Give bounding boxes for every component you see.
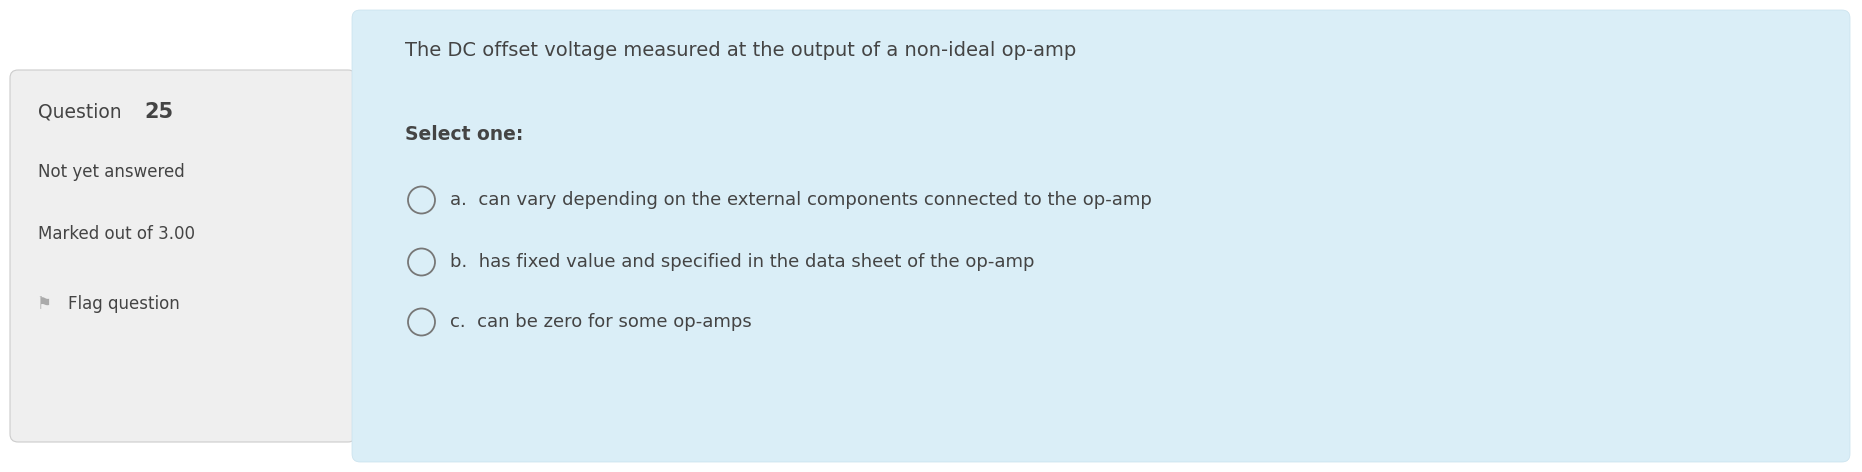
Text: The DC offset voltage measured at the output of a non-ideal op-amp: The DC offset voltage measured at the ou… (406, 41, 1076, 59)
Text: a.  can vary depending on the external components connected to the op-amp: a. can vary depending on the external co… (451, 191, 1153, 209)
Text: ⚑: ⚑ (35, 295, 50, 313)
Text: Not yet answered: Not yet answered (37, 163, 184, 181)
Text: Flag question: Flag question (69, 295, 181, 313)
FancyBboxPatch shape (352, 10, 1851, 462)
Text: Select one:: Select one: (406, 125, 523, 143)
FancyBboxPatch shape (9, 70, 356, 442)
Text: Marked out of 3.00: Marked out of 3.00 (37, 225, 196, 243)
Text: b.  has fixed value and specified in the data sheet of the op-amp: b. has fixed value and specified in the … (451, 253, 1035, 271)
Text: 25: 25 (143, 102, 173, 122)
Text: Question: Question (37, 102, 128, 121)
Text: c.  can be zero for some op-amps: c. can be zero for some op-amps (451, 313, 752, 331)
